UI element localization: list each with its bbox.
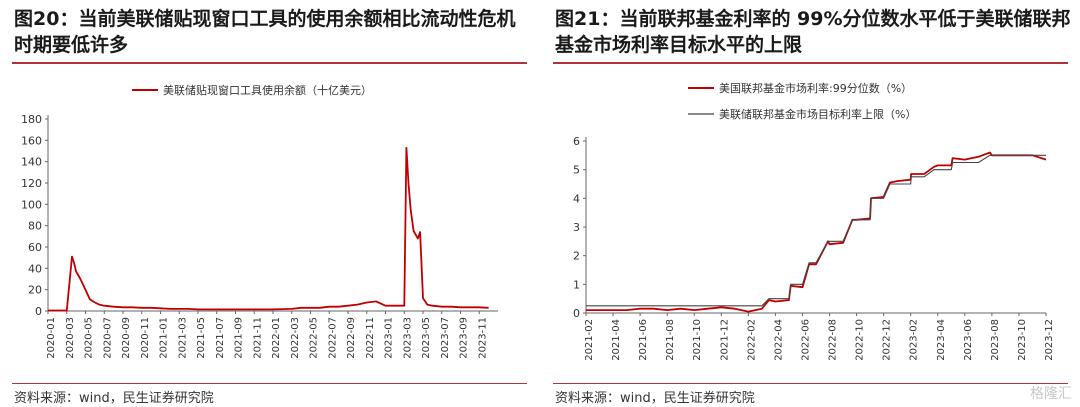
x-tick-label: 2020-09 <box>121 317 132 359</box>
x-tick-label: 2022-11 <box>365 317 376 359</box>
y-tick-label: 80 <box>28 220 42 233</box>
y-tick-label: 0 <box>573 307 580 320</box>
x-tick-label: 2021-05 <box>196 317 207 359</box>
x-tick-label: 2021-10 <box>692 319 703 361</box>
x-tick-label: 2023-01 <box>384 317 395 359</box>
x-tick-label: 2023-02 <box>909 319 920 361</box>
y-tick-label: 2 <box>573 250 580 263</box>
x-tick-label: 2021-01 <box>159 317 170 359</box>
left-figure-panel: 图20：当前美联储贴现窗口工具的使用余额相比流动性危机时期要低许多 0 20 40 6… <box>12 0 534 407</box>
x-tick-label: 2022-10 <box>855 319 866 361</box>
x-tick-label: 2021-02 <box>584 319 595 361</box>
x-tick-label: 2021-03 <box>177 317 188 359</box>
y-tick-label: 40 <box>28 262 42 275</box>
x-tick-label: 2022-04 <box>773 319 784 361</box>
x-tick-label: 2023-12 <box>1044 319 1055 361</box>
y-tick-label: 60 <box>28 241 42 254</box>
x-tick-label: 2022-02 <box>746 319 757 361</box>
x-tick-label: 2023-07 <box>440 317 451 359</box>
x-tick-label: 2022-12 <box>882 319 893 361</box>
x-tick-label: 2023-11 <box>477 317 488 359</box>
x-tick-label: 2023-06 <box>963 319 974 361</box>
right-chart: 0 1 2 3 4 5 6 2021-02 2021-04 2021-06 2021-08 2021-… <box>573 81 1055 361</box>
x-tick-label: 2023-03 <box>402 317 413 359</box>
y-tick-label: 6 <box>573 135 580 148</box>
x-tick-label: 2020-07 <box>102 317 113 359</box>
x-tick-label: 2021-06 <box>638 319 649 361</box>
left-bottom-rule <box>12 383 527 384</box>
y-tick-label: 3 <box>573 221 580 234</box>
legend-label-0: 美国联邦基金市场利率:99分位数（%） <box>719 81 912 95</box>
x-tick-label: 2023-05 <box>421 317 432 359</box>
right-source-note: 资料来源：wind，民生证券研究院 <box>555 391 755 406</box>
x-tick-label: 2022-07 <box>327 317 338 359</box>
x-tick-label: 2020-01 <box>46 317 57 359</box>
y-tick-label: 5 <box>573 164 580 177</box>
x-tick-label: 2023-08 <box>990 319 1001 361</box>
x-tick-label: 2020-05 <box>84 317 95 359</box>
y-tick-label: 100 <box>21 198 42 211</box>
left-title-rule <box>12 62 527 64</box>
legend-label-0: 美联储贴现窗口工具使用余额（十亿美元） <box>163 83 372 97</box>
legend-label-1: 美联储联邦基金市场目标利率上限（%） <box>719 107 916 121</box>
left-source-note: 资料来源：wind，民生证券研究院 <box>14 391 214 406</box>
x-tick-label: 2021-07 <box>215 317 226 359</box>
right-title-rule <box>553 62 1068 64</box>
series-line-0 <box>48 146 489 312</box>
right-bottom-rule <box>553 383 1068 384</box>
y-tick-label: 20 <box>28 284 42 297</box>
x-tick-label: 2021-09 <box>234 317 245 359</box>
x-tick-label: 2022-05 <box>309 317 320 359</box>
x-tick-label: 2022-06 <box>800 319 811 361</box>
x-tick-label: 2021-04 <box>611 319 622 361</box>
watermark-logo: 格隆汇 <box>1030 386 1072 402</box>
y-tick-label: 120 <box>21 177 42 190</box>
left-chart: 0 20 40 60 80 100 120 140 160 180 2020-01 2020-03 20… <box>21 83 498 359</box>
x-tick-label: 2023-09 <box>459 317 470 359</box>
x-tick-label: 2021-12 <box>719 319 730 361</box>
x-tick-label: 2020-11 <box>140 317 151 359</box>
x-tick-label: 2023-10 <box>1017 319 1028 361</box>
y-tick-label: 4 <box>573 192 580 205</box>
x-tick-label: 2022-03 <box>290 317 301 359</box>
x-tick-label: 2020-03 <box>65 317 76 359</box>
x-tick-label: 2021-11 <box>252 317 263 359</box>
y-tick-label: 160 <box>21 134 42 147</box>
left-figure-title: 图20：当前美联储贴现窗口工具的使用余额相比流动性危机时期要低许多 <box>14 8 516 56</box>
y-tick-label: 180 <box>21 113 42 126</box>
right-figure-title: 图21：当前联邦基金利率的 99%分位数水平低于美联储联邦基金市场利率目标水平的… <box>555 8 1071 56</box>
x-tick-label: 2023-04 <box>936 319 947 361</box>
y-tick-label: 140 <box>21 156 42 169</box>
x-tick-label: 2022-09 <box>346 317 357 359</box>
right-figure-panel: 图21：当前联邦基金利率的 99%分位数水平低于美联储联邦基金市场利率目标水平的… <box>553 0 1075 407</box>
series-line-1 <box>586 154 1046 307</box>
x-tick-label: 2022-08 <box>828 319 839 361</box>
y-tick-label: 1 <box>573 278 580 291</box>
x-tick-label: 2022-01 <box>271 317 282 359</box>
y-tick-label: 0 <box>35 305 42 318</box>
x-tick-label: 2021-08 <box>665 319 676 361</box>
series-line-0 <box>586 151 1047 313</box>
